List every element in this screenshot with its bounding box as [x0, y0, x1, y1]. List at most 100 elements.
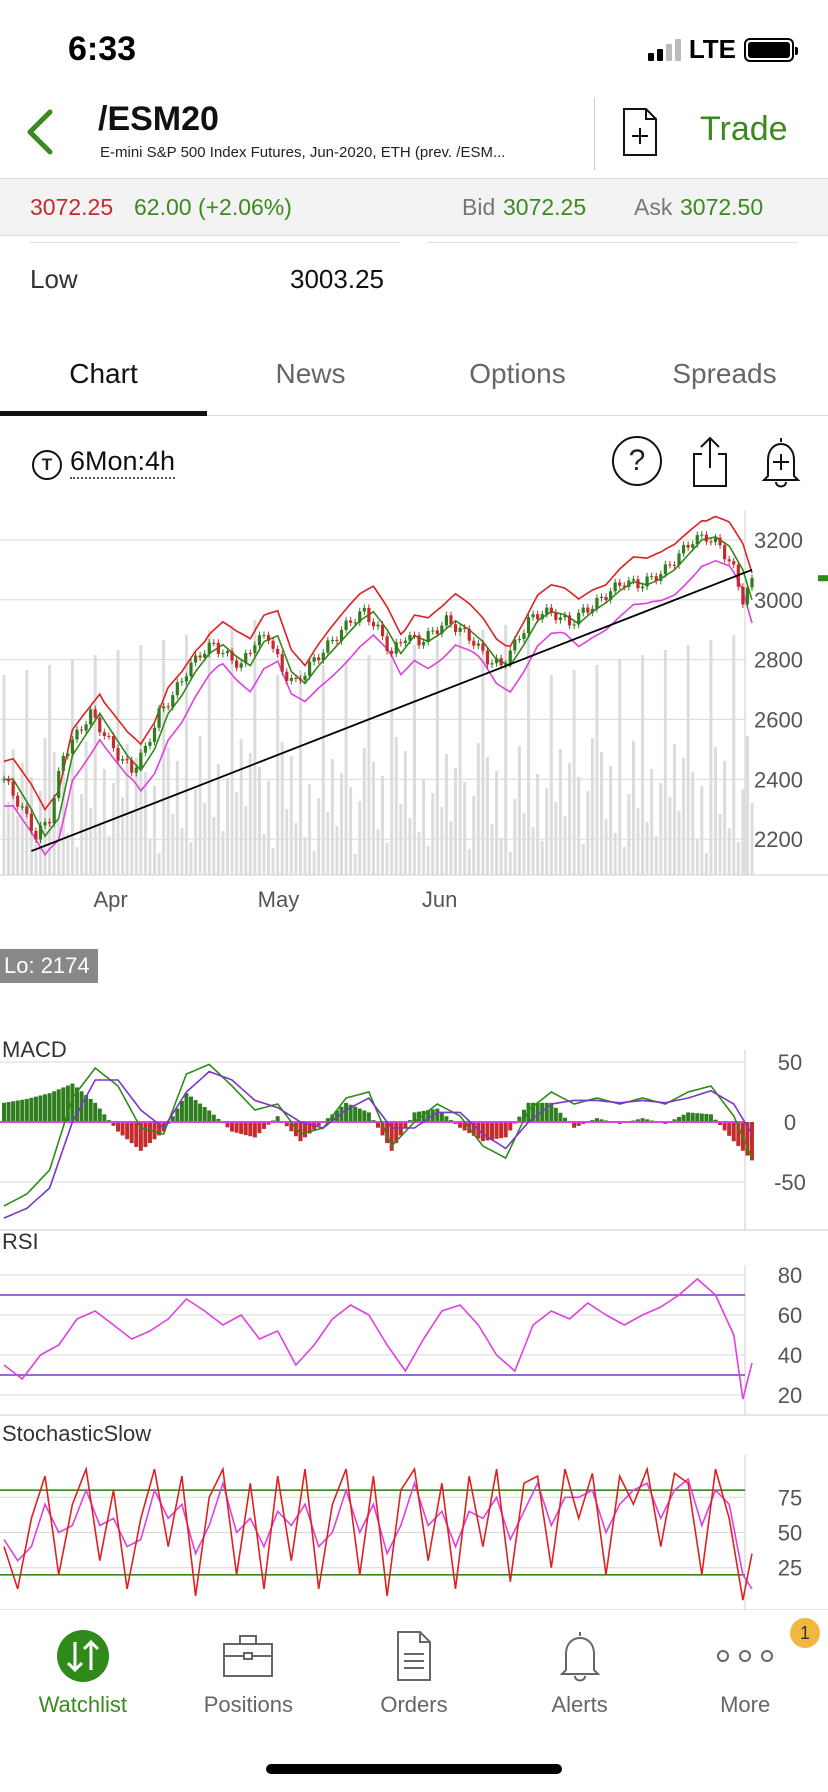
nav-more[interactable]: More 1	[662, 1618, 828, 1738]
candle-body	[422, 642, 426, 646]
macd-histogram-bar	[266, 1122, 271, 1125]
nav-positions[interactable]: Positions	[166, 1618, 332, 1738]
volume-bar	[80, 794, 84, 875]
volume-bar	[750, 803, 754, 875]
candle-body	[586, 607, 590, 613]
symbol-description: E-mini S&P 500 Index Futures, Jun-2020, …	[100, 144, 506, 161]
candle-body	[695, 535, 699, 545]
tab-chart[interactable]: Chart	[0, 340, 207, 416]
macd-histogram-bar	[102, 1114, 107, 1122]
nav-watchlist[interactable]: Watchlist	[0, 1618, 166, 1738]
macd-histogram-bar	[731, 1122, 736, 1142]
candle-body	[120, 759, 125, 761]
macd-histogram-bar	[6, 1102, 11, 1122]
candle-body	[93, 709, 97, 718]
volume-bar	[344, 660, 348, 875]
macd-histogram-bar	[704, 1113, 709, 1122]
volume-bar	[609, 766, 613, 875]
volume-bar	[444, 754, 448, 875]
price-chart[interactable]: 3200 3000 2800 2600 2400 2200 Apr May Jun 50 0 -5…	[0, 510, 828, 1610]
volume-bar	[691, 772, 695, 875]
volume-bar	[349, 787, 353, 875]
candle-body	[609, 591, 613, 601]
candle-body	[732, 561, 736, 565]
candle-body	[741, 586, 745, 605]
macd-histogram-bar	[33, 1096, 38, 1122]
home-indicator	[266, 1764, 562, 1774]
macd-histogram-bar	[681, 1114, 686, 1122]
share-icon[interactable]	[688, 434, 732, 490]
macd-histogram-bar	[750, 1122, 754, 1161]
volume-bar	[440, 807, 444, 875]
volume-bar	[686, 645, 690, 875]
volume-bar	[558, 749, 562, 875]
add-alert-bell-icon[interactable]	[758, 434, 804, 490]
volume-bar	[527, 620, 531, 875]
help-icon[interactable]: ?	[612, 436, 662, 486]
tab-spreads[interactable]: Spreads	[672, 358, 777, 389]
candle-body	[66, 753, 70, 756]
price-tick-label: 2800	[754, 648, 803, 673]
macd-histogram-bar	[572, 1122, 577, 1128]
candle-body	[531, 614, 535, 618]
new-order-doc-icon[interactable]	[620, 106, 660, 158]
candle-body	[408, 635, 412, 641]
trade-button[interactable]: Trade	[700, 110, 788, 148]
volume-bar	[289, 756, 293, 875]
back-arrow-icon[interactable]	[22, 106, 62, 158]
timeframe-icon[interactable]: T	[32, 450, 62, 480]
symbol-title: /ESM20	[98, 100, 219, 138]
candle-body	[700, 534, 704, 536]
candle-body	[636, 579, 640, 589]
candle-body	[198, 655, 202, 658]
macd-histogram-bar	[435, 1108, 440, 1122]
candle-body	[458, 627, 462, 632]
tab-news[interactable]: News	[275, 358, 346, 389]
macd-histogram-bar	[576, 1122, 581, 1126]
macd-histogram-bar	[261, 1122, 266, 1129]
volume-bar	[262, 834, 266, 875]
macd-histogram-bar	[699, 1113, 704, 1122]
price-tick-label: 2400	[754, 767, 803, 792]
candle-body	[184, 676, 189, 682]
macd-histogram-bar	[211, 1114, 216, 1122]
candle-body	[230, 651, 234, 661]
volume-bar	[194, 789, 198, 875]
macd-histogram-bar	[20, 1099, 25, 1122]
macd-histogram-bar	[216, 1118, 221, 1122]
nav-alerts[interactable]: Alerts	[497, 1618, 663, 1738]
volume-bar	[454, 768, 458, 875]
macd-histogram-bar	[444, 1116, 449, 1122]
macd-histogram-bar	[239, 1122, 244, 1134]
stats-row: Low 3003.25	[0, 238, 828, 318]
nav-orders[interactable]: Orders	[331, 1618, 497, 1738]
macd-histogram-bar	[403, 1122, 408, 1128]
volume-bar	[148, 839, 152, 875]
volume-bar	[723, 761, 727, 875]
volume-bar	[476, 743, 480, 875]
candle-body	[659, 574, 663, 581]
macd-histogram-bar	[88, 1098, 93, 1122]
candle-body	[353, 622, 357, 624]
candle-body	[654, 576, 658, 581]
candle-body	[317, 657, 321, 661]
candle-body	[235, 660, 239, 668]
macd-histogram-bar	[24, 1098, 29, 1122]
candle-body	[335, 639, 339, 642]
volume-bar	[599, 752, 603, 875]
macd-histogram-bar	[690, 1112, 695, 1122]
rsi-series-line	[3, 1277, 753, 1400]
volume-bar	[463, 782, 467, 875]
rsi-tick-label: 80	[778, 1263, 802, 1288]
macd-histogram-bar	[594, 1118, 599, 1122]
candle-body	[572, 624, 576, 626]
price-tick-label: 3000	[754, 588, 803, 613]
candle-body	[672, 564, 677, 566]
volume-bar	[663, 650, 667, 875]
candle-body	[713, 537, 718, 542]
tab-options[interactable]: Options	[469, 358, 566, 389]
candle-body	[376, 624, 380, 627]
period-selector[interactable]: 6Mon:4h	[70, 446, 176, 479]
macd-histogram-bar	[65, 1085, 70, 1122]
candle-body	[130, 760, 134, 773]
